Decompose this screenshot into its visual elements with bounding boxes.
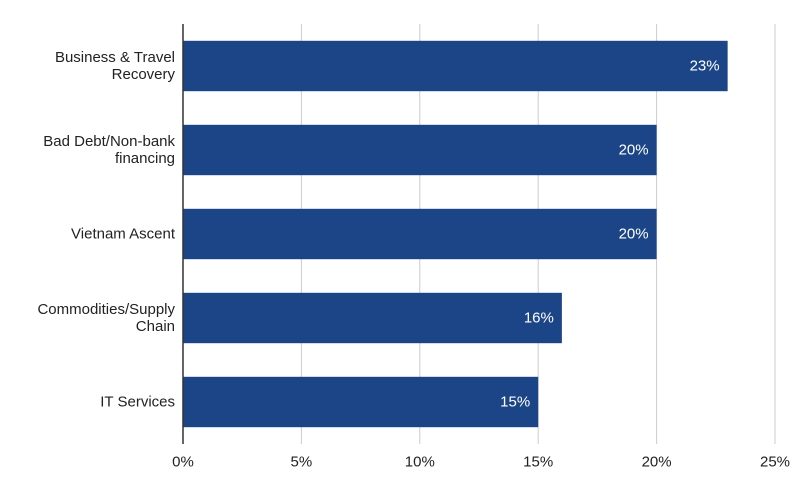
category-label: Commodities/Supply Chain [37, 301, 175, 335]
x-tick-label: 5% [291, 454, 313, 471]
bar [183, 40, 728, 92]
category-labels: Business & Travel Recovery Bad Debt/Non-ba… [37, 49, 175, 411]
x-tick-label: 20% [642, 454, 672, 471]
bars [183, 40, 728, 428]
data-label: 15% [500, 394, 530, 411]
category-label-line: Chain [136, 318, 175, 335]
x-tick-label: 15% [523, 454, 553, 471]
data-label: 20% [619, 226, 649, 243]
category-label: IT Services [100, 394, 175, 411]
x-tick-label: 0% [172, 454, 194, 471]
bar [183, 292, 562, 344]
category-label-line: financing [115, 150, 175, 167]
category-label-line: Bad Debt/Non-bank [43, 133, 175, 150]
data-label: 16% [524, 310, 554, 327]
data-label: 23% [690, 58, 720, 75]
x-tick-label: 25% [760, 454, 790, 471]
category-label-line: Recovery [112, 66, 176, 83]
category-label: Bad Debt/Non-bank financing [43, 133, 175, 167]
category-label-line: Vietnam Ascent [71, 226, 176, 243]
x-tick-label: 10% [405, 454, 435, 471]
data-labels: 23% 20% 20% 16% 15% [500, 58, 719, 411]
category-label-line: Commodities/Supply [37, 301, 175, 318]
data-label: 20% [619, 142, 649, 159]
category-label: Business & Travel Recovery [55, 49, 176, 83]
x-tick-labels: 0% 5% 10% 15% 20% 25% [172, 454, 790, 471]
bar [183, 124, 657, 176]
bar [183, 208, 657, 260]
category-label-line: Business & Travel [55, 49, 175, 66]
category-label: Vietnam Ascent [71, 226, 176, 243]
bar [183, 376, 539, 428]
category-label-line: IT Services [100, 394, 175, 411]
